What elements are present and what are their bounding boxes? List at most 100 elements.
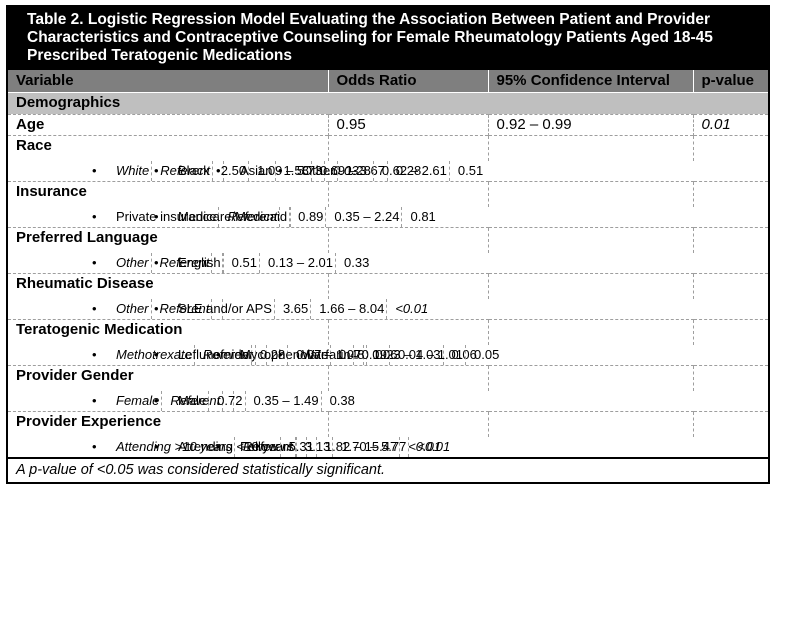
footnote-text: A p-value of <0.05 was considered statis… <box>8 457 768 482</box>
table-row: • Mycophenolate 0.48 0.23 – 1.03 0.06 <box>170 345 479 365</box>
confidence-interval-cell <box>279 207 291 227</box>
table-row: • English 0.51 0.13 – 2.01 0.33 <box>108 253 372 273</box>
bullet-icon: • <box>92 393 97 408</box>
p-value-cell <box>692 273 768 299</box>
variable-cell: • White <box>46 161 152 181</box>
bullet-icon: • <box>154 347 159 362</box>
variable-cell: • SLE and/or APS <box>108 299 274 319</box>
p-value-cell <box>692 319 768 345</box>
variable-label: Warfarin <box>302 347 351 362</box>
odds-ratio-cell: 0.28 <box>250 345 288 365</box>
table-row: • Warfarin 0.19 0.04 – 1.01 0.05 <box>232 345 502 365</box>
odds-ratio-cell: Referent <box>218 207 280 227</box>
table-row: Rheumatic Disease <box>8 273 768 299</box>
variable-cell: • Female <box>46 391 162 411</box>
confidence-interval-cell <box>487 135 693 161</box>
confidence-interval-cell: 1.82 – 15.47 <box>315 437 400 457</box>
confidence-interval-cell <box>211 299 223 319</box>
odds-ratio-cell: 3.65 <box>273 299 311 319</box>
variable-cell: • Male <box>108 391 209 411</box>
variable-cell: • Medicare/Medicaid <box>108 207 290 227</box>
table-row: • Black 2.50 1.09 – 5.73 0.03 <box>108 161 361 181</box>
bullet-icon: • <box>92 255 97 270</box>
p-value-cell: 0.33 <box>335 253 372 273</box>
table-row: Provider Gender <box>8 365 768 391</box>
variable-cell: • Fellow <box>170 437 280 457</box>
bullet-icon: • <box>154 255 159 270</box>
table-row: • Fellow 5.31 1.82 – 15.47 <0.01 <box>170 437 444 457</box>
bullet-icon: • <box>92 439 97 454</box>
variable-label: Other <box>116 301 149 316</box>
variable-label: Asian <box>240 163 273 178</box>
bullet-icon: • <box>216 439 221 454</box>
variable-cell: • Asian <box>170 161 275 181</box>
table-row: Demographics <box>8 92 768 115</box>
table-row: • Leflunomide 0.28 0.07 – 1.07 0.06 <box>108 345 400 365</box>
confidence-interval-cell <box>487 227 693 253</box>
logistic-regression-table: Variable Odds Ratio 95% Confidence Inter… <box>8 70 768 482</box>
odds-ratio-cell: Referent <box>151 161 213 181</box>
odds-ratio-cell <box>327 273 488 299</box>
variable-cell: Provider Gender <box>8 365 328 391</box>
table-row: • Male 0.72 0.35 – 1.49 0.38 <box>108 391 357 411</box>
odds-ratio-cell: 5.31 <box>279 437 317 457</box>
odds-ratio-cell: 2.50 <box>211 161 249 181</box>
variable-label: Methotrexate <box>116 347 192 362</box>
bullet-icon: • <box>154 439 159 454</box>
p-value-cell <box>692 135 768 161</box>
p-value-cell <box>222 299 234 319</box>
confidence-interval-cell <box>487 273 693 299</box>
odds-ratio-cell: Referent <box>150 253 212 273</box>
p-value-cell <box>692 181 768 207</box>
confidence-interval-cell <box>487 181 693 207</box>
variable-cell: Insurance <box>8 181 328 207</box>
table-row: Preferred Language <box>8 227 768 253</box>
table-title: Table 2. Logistic Regression Model Evalu… <box>8 7 768 70</box>
table-body: Demographics Age 0.95 0.92 – 0.99 0.01 Race • W… <box>8 92 768 459</box>
bullet-icon: • <box>92 163 97 178</box>
confidence-interval-cell: 0.92 – 0.99 <box>487 114 693 136</box>
section-header-cell: Demographics <box>8 92 768 115</box>
odds-ratio-cell: 0.72 <box>208 391 245 411</box>
table-row: • Attending >10 years Referent <box>46 437 317 457</box>
bullet-icon: • <box>92 347 97 362</box>
variable-cell: • Black <box>108 161 212 181</box>
confidence-interval-cell: 0.04 – 1.01 <box>388 345 466 365</box>
confidence-interval-cell: 0.35 – 1.49 <box>244 391 322 411</box>
variable-cell: Teratogenic Medication <box>8 319 328 345</box>
confidence-interval-cell: 1.66 – 8.04 <box>310 299 387 319</box>
bullet-icon: • <box>92 301 97 316</box>
table-row: • Attending <10 years 3.13 1.70 – 5.77 <0.01 <box>108 437 453 457</box>
variable-cell: • Other <box>46 253 151 273</box>
variable-cell: • Warfarin <box>232 345 353 365</box>
odds-ratio-cell: 0.89 <box>289 207 326 227</box>
confidence-interval-cell <box>487 365 693 391</box>
odds-ratio-cell <box>327 411 488 437</box>
table-row: • SLE and/or APS 3.65 1.66 – 8.04 <0.01 <box>108 299 431 319</box>
confidence-interval-cell <box>487 319 693 345</box>
p-value-cell: 0.51 <box>448 161 486 181</box>
column-header-p-value: p-value <box>692 70 768 93</box>
odds-ratio-cell: Referent <box>193 345 256 365</box>
column-header-confidence-interval: 95% Confidence Interval <box>487 70 693 93</box>
variable-cell: Race <box>8 135 328 161</box>
odds-ratio-cell: 1.28 <box>336 161 374 181</box>
variable-label: SLE and/or APS <box>178 301 272 316</box>
confidence-interval-cell <box>487 411 693 437</box>
table-row: Teratogenic Medication <box>8 319 768 345</box>
p-value-cell: 0.05 <box>465 345 502 365</box>
table-row: • Medicare/Medicaid 0.89 0.35 – 2.24 0.81 <box>108 207 438 227</box>
bullet-icon: • <box>278 163 283 178</box>
variable-cell: • Private insurance <box>46 207 219 227</box>
p-value-cell: <0.01 <box>399 437 444 457</box>
odds-ratio-cell: Referent <box>161 391 223 411</box>
p-value-cell <box>692 411 768 437</box>
variable-label: Leflunomide <box>178 347 249 362</box>
confidence-interval-cell: 0.35 – 2.24 <box>325 207 402 227</box>
odds-ratio-cell <box>327 135 488 161</box>
variable-cell: • Leflunomide <box>108 345 251 365</box>
variable-cell: • Other <box>46 299 151 319</box>
column-header-row: Variable Odds Ratio 95% Confidence Inter… <box>8 70 768 93</box>
variable-label: Other <box>116 255 149 270</box>
variable-label: Female <box>116 393 160 408</box>
